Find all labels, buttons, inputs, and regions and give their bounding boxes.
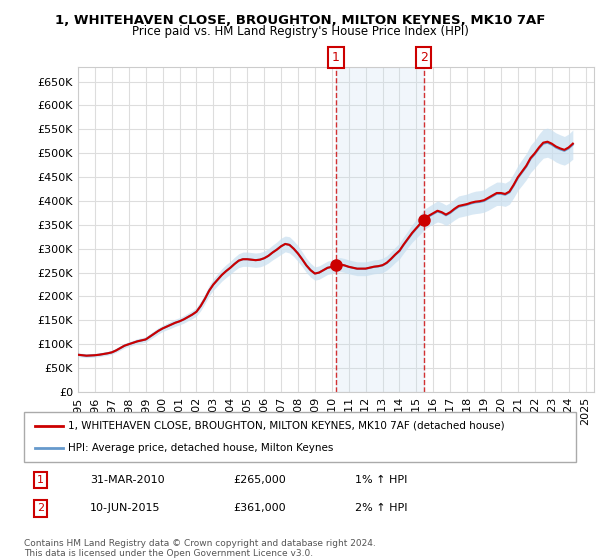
- Text: 31-MAR-2010: 31-MAR-2010: [90, 475, 165, 485]
- Text: 1: 1: [37, 475, 44, 485]
- Text: Price paid vs. HM Land Registry's House Price Index (HPI): Price paid vs. HM Land Registry's House …: [131, 25, 469, 38]
- Bar: [336, 67, 424, 392]
- FancyBboxPatch shape: [24, 412, 576, 462]
- Text: £265,000: £265,000: [234, 475, 287, 485]
- Text: 2: 2: [37, 503, 44, 514]
- Text: 2% ↑ HPI: 2% ↑ HPI: [355, 503, 408, 514]
- Text: 1, WHITEHAVEN CLOSE, BROUGHTON, MILTON KEYNES, MK10 7AF: 1, WHITEHAVEN CLOSE, BROUGHTON, MILTON K…: [55, 14, 545, 27]
- Text: 1, WHITEHAVEN CLOSE, BROUGHTON, MILTON KEYNES, MK10 7AF (detached house): 1, WHITEHAVEN CLOSE, BROUGHTON, MILTON K…: [68, 421, 505, 431]
- Text: Contains HM Land Registry data © Crown copyright and database right 2024.
This d: Contains HM Land Registry data © Crown c…: [24, 539, 376, 558]
- Text: HPI: Average price, detached house, Milton Keynes: HPI: Average price, detached house, Milt…: [68, 443, 334, 453]
- Text: 1% ↑ HPI: 1% ↑ HPI: [355, 475, 407, 485]
- Text: 1: 1: [332, 51, 340, 64]
- Text: 10-JUN-2015: 10-JUN-2015: [90, 503, 161, 514]
- Text: 2: 2: [420, 51, 428, 64]
- Text: £361,000: £361,000: [234, 503, 286, 514]
